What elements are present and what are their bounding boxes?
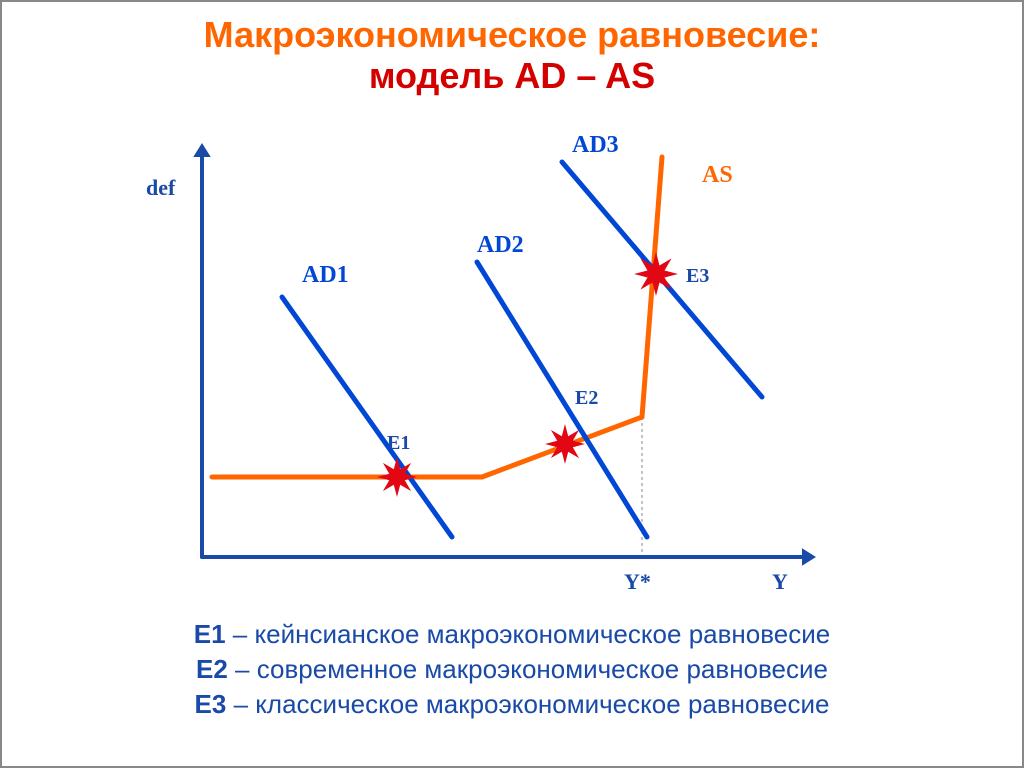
as-curve	[212, 157, 662, 477]
equilibrium-label-e1: E1	[387, 432, 410, 454]
x-axis-arrow	[802, 548, 816, 566]
y-axis-arrow	[193, 143, 211, 157]
legend-line-label: Е2	[196, 654, 228, 684]
title-line-1: Макроэкономическое равновесие:	[2, 14, 1022, 55]
legend-line-label: Е3	[195, 689, 227, 719]
legend-line: Е3 – классическое макроэкономическое рав…	[2, 687, 1022, 722]
ad-curve-label-ad2: AD2	[477, 232, 524, 258]
ad-curve-ad1	[282, 297, 452, 537]
legend-line-text: – кейнсианское макроэкономическое равнов…	[226, 619, 831, 649]
legend-line-text: – классическое макроэкономическое равнов…	[226, 689, 829, 719]
ad-curve-ad2	[477, 262, 647, 537]
ad-curve-label-ad1: AD1	[302, 262, 349, 288]
legend-line: Е1 – кейнсианское макроэкономическое рав…	[2, 617, 1022, 652]
legend-line: Е2 – современное макроэкономическое равн…	[2, 652, 1022, 687]
chart-area: def Y Y* AS AD1 AD2 AD3 E1 E2 E3	[2, 97, 1024, 617]
legend-block: Е1 – кейнсианское макроэкономическое рав…	[2, 617, 1022, 722]
ad-as-diagram: def Y Y* AS AD1 AD2 AD3 E1 E2 E3	[2, 97, 1024, 617]
equilibrium-label-e2: E2	[575, 387, 598, 409]
equilibrium-marker-e1	[377, 457, 417, 497]
title-block: Макроэкономическое равновесие: модель AD…	[2, 14, 1022, 97]
page-frame: Макроэкономическое равновесие: модель AD…	[0, 0, 1024, 768]
equilibrium-label-e3: E3	[686, 265, 709, 287]
as-curve-label: AS	[702, 162, 733, 188]
x-axis-label: Y	[772, 569, 788, 594]
title-line-2: модель AD – AS	[2, 55, 1022, 96]
legend-line-text: – современное макроэкономическое равнове…	[228, 654, 828, 684]
ystar-label: Y*	[624, 569, 651, 594]
legend-line-label: Е1	[194, 619, 226, 649]
y-axis-label: def	[146, 175, 176, 200]
equilibrium-marker-e2	[545, 424, 585, 464]
equilibrium-marker-e3	[634, 252, 678, 296]
ad-curve-label-ad3: AD3	[572, 132, 619, 158]
